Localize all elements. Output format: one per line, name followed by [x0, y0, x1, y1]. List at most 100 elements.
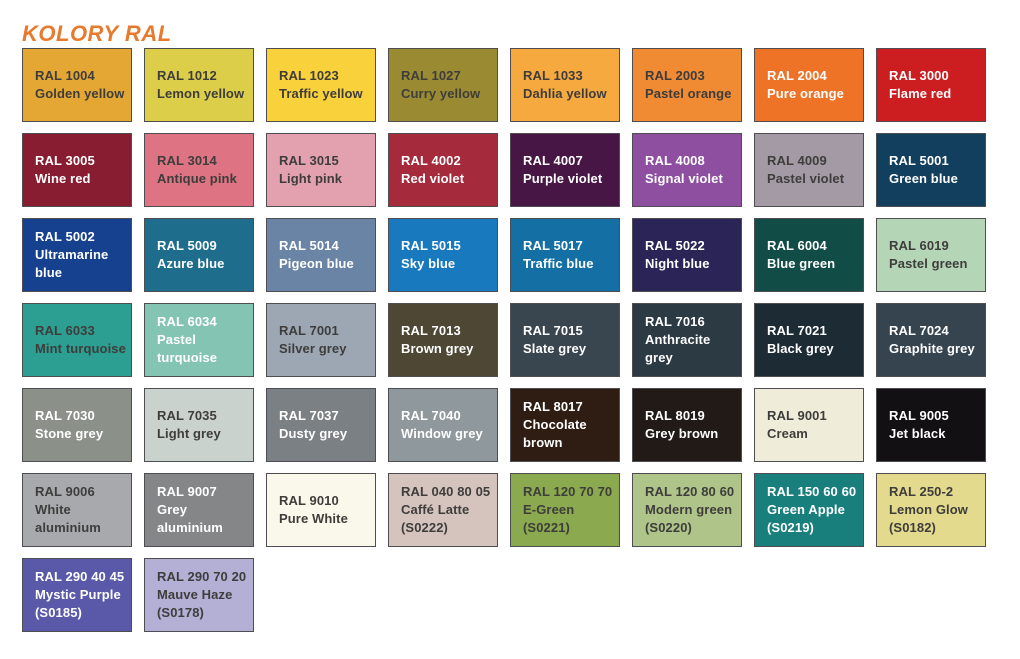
swatch-name: Lemon yellow: [157, 86, 245, 101]
swatch-name: Cream: [767, 426, 808, 441]
swatch-name: Night blue: [645, 256, 710, 271]
swatch-code: RAL 7030: [35, 408, 95, 423]
swatch-name: Flame red: [889, 86, 952, 101]
color-swatch: RAL 5014 Pigeon blue: [266, 218, 376, 292]
swatch-name: Grey aluminium: [157, 502, 223, 535]
color-swatch: RAL 3000 Flame red: [876, 48, 986, 122]
swatch-name: Pure White: [279, 511, 348, 526]
swatch-code: RAL 8019: [645, 408, 705, 423]
swatch-code: RAL 150 60 60: [767, 484, 857, 499]
swatch-name: Dusty grey: [279, 426, 348, 441]
swatch-code: RAL 7021: [767, 323, 827, 338]
swatch-name: E-Green: [523, 502, 575, 517]
swatch-name: Ultramarine blue: [35, 247, 109, 280]
swatch-name: Blue green: [767, 256, 836, 271]
swatch-name: Azure blue: [157, 256, 225, 271]
swatch-code: RAL 6033: [35, 323, 95, 338]
color-swatch: RAL 9010 Pure White: [266, 473, 376, 547]
swatch-name: Purple violet: [523, 171, 603, 186]
color-swatch: RAL 7035 Light grey: [144, 388, 254, 462]
swatch-code: RAL 1004: [35, 68, 95, 83]
swatch-name: Pastel green: [889, 256, 968, 271]
color-swatch: RAL 150 60 60 Green Apple (S0219): [754, 473, 864, 547]
color-swatch: RAL 120 70 70 E-Green (S0221): [510, 473, 620, 547]
swatch-subcode: (S0185): [35, 605, 82, 620]
swatch-subcode: (S0182): [889, 520, 936, 535]
color-swatch: RAL 3015 Light pink: [266, 133, 376, 207]
color-swatch: RAL 5017 Traffic blue: [510, 218, 620, 292]
swatch-code: RAL 7016: [645, 314, 705, 329]
swatch-code: RAL 7035: [157, 408, 217, 423]
swatch-name: Wine red: [35, 171, 91, 186]
swatch-code: RAL 2004: [767, 68, 827, 83]
color-swatch: RAL 290 70 20 Mauve Haze (S0178): [144, 558, 254, 632]
swatch-code: RAL 6019: [889, 238, 949, 253]
color-swatch: RAL 9001 Cream: [754, 388, 864, 462]
color-swatch: RAL 9007 Grey aluminium: [144, 473, 254, 547]
color-swatch: RAL 6019 Pastel green: [876, 218, 986, 292]
swatch-name: Curry yellow: [401, 86, 481, 101]
swatch-name: Pastel orange: [645, 86, 732, 101]
swatch-name: Modern green: [645, 502, 733, 517]
swatch-subcode: (S0219): [767, 520, 814, 535]
swatch-code: RAL 9010: [279, 493, 339, 508]
swatch-name: Green blue: [889, 171, 958, 186]
color-swatch: RAL 7024 Graphite grey: [876, 303, 986, 377]
swatch-name: Brown grey: [401, 341, 474, 356]
swatch-name: Mystic Purple: [35, 587, 121, 602]
color-swatch: RAL 5009 Azure blue: [144, 218, 254, 292]
swatch-code: RAL 7015: [523, 323, 583, 338]
swatch-code: RAL 4007: [523, 153, 583, 168]
color-swatch: RAL 7001 Silver grey: [266, 303, 376, 377]
swatch-name: Red violet: [401, 171, 465, 186]
swatch-subcode: (S0178): [157, 605, 204, 620]
swatch-code: RAL 9005: [889, 408, 949, 423]
color-swatch: RAL 5001 Green blue: [876, 133, 986, 207]
swatch-code: RAL 250-2: [889, 484, 954, 499]
swatch-code: RAL 5017: [523, 238, 583, 253]
swatch-code: RAL 3014: [157, 153, 217, 168]
swatch-code: RAL 1012: [157, 68, 217, 83]
swatch-name: Antique pink: [157, 171, 237, 186]
swatch-name: Slate grey: [523, 341, 587, 356]
swatch-code: RAL 2003: [645, 68, 705, 83]
swatch-name: Pastel turquoise: [157, 332, 218, 365]
color-swatch: RAL 7037 Dusty grey: [266, 388, 376, 462]
swatch-code: RAL 7037: [279, 408, 339, 423]
swatch-name: Mint turquoise: [35, 341, 126, 356]
swatch-code: RAL 4002: [401, 153, 461, 168]
color-swatch: RAL 4009 Pastel violet: [754, 133, 864, 207]
swatch-name: Jet black: [889, 426, 946, 441]
swatch-code: RAL 040 80 05: [401, 484, 491, 499]
color-swatch: RAL 7016 Anthracite grey: [632, 303, 742, 377]
color-swatch: RAL 3014 Antique pink: [144, 133, 254, 207]
color-swatch: RAL 8019 Grey brown: [632, 388, 742, 462]
swatch-code: RAL 7001: [279, 323, 339, 338]
swatch-code: RAL 6034: [157, 314, 217, 329]
swatch-code: RAL 9007: [157, 484, 217, 499]
swatch-code: RAL 5001: [889, 153, 949, 168]
swatch-name: Light pink: [279, 171, 343, 186]
swatch-name: Dahlia yellow: [523, 86, 607, 101]
color-swatch: RAL 1012 Lemon yellow: [144, 48, 254, 122]
swatch-code: RAL 3005: [35, 153, 95, 168]
swatch-code: RAL 5009: [157, 238, 217, 253]
swatch-name: Anthracite grey: [645, 332, 711, 365]
swatch-name: Sky blue: [401, 256, 456, 271]
color-swatch: RAL 6004 Blue green: [754, 218, 864, 292]
page-title: KOLORY RAL: [22, 20, 172, 46]
color-swatch: RAL 3005 Wine red: [22, 133, 132, 207]
swatch-name: Stone grey: [35, 426, 104, 441]
swatch-code: RAL 1033: [523, 68, 583, 83]
color-swatch: RAL 9005 Jet black: [876, 388, 986, 462]
color-swatch: RAL 1033 Dahlia yellow: [510, 48, 620, 122]
swatch-name: White aluminium: [35, 502, 101, 535]
swatch-name: Silver grey: [279, 341, 347, 356]
swatch-subcode: (S0221): [523, 520, 570, 535]
color-swatch: RAL 4002 Red violet: [388, 133, 498, 207]
swatch-name: Signal violet: [645, 171, 723, 186]
swatch-code: RAL 3000: [889, 68, 949, 83]
swatch-code: RAL 7040: [401, 408, 461, 423]
swatch-subcode: (S0220): [645, 520, 692, 535]
swatch-code: RAL 290 70 20: [157, 569, 247, 584]
